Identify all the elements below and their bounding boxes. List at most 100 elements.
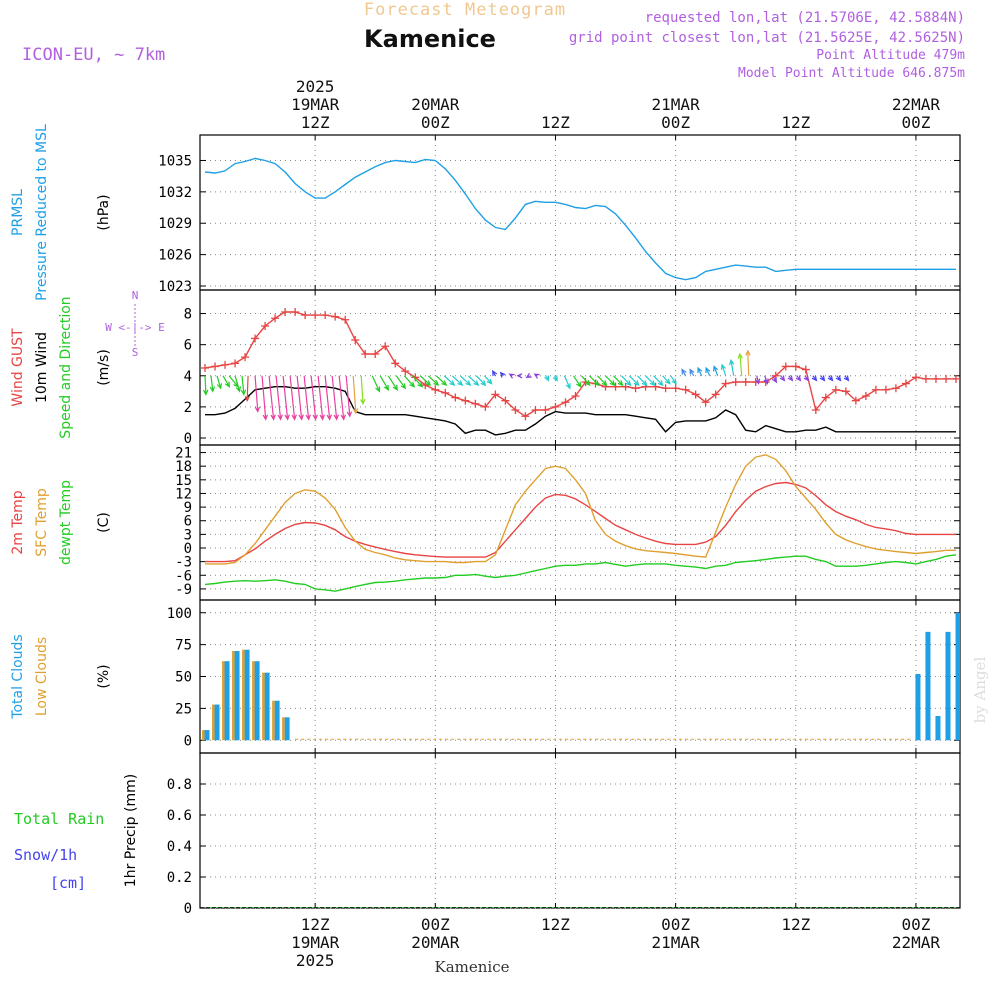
y-tick-label: 15 <box>175 473 192 489</box>
bar-low-clouds <box>272 700 275 741</box>
wind-arrow <box>435 375 448 387</box>
panel-pressure: 1023 1026 1029 1032 1035 PRMSL Pressure Reduce… <box>10 124 961 301</box>
wind-arrow <box>779 375 786 382</box>
bottom-axis-label: 12Z <box>541 915 570 934</box>
series-line-prmsl <box>204 157 956 281</box>
series-line-wind-gust <box>204 311 956 418</box>
wind-arrow <box>240 375 247 396</box>
wind-arrow <box>621 375 632 387</box>
top-axis-label: 00Z <box>421 113 450 132</box>
y-tick-label: 1023 <box>158 279 192 295</box>
panel-label-1-2: Speed and Direction <box>58 296 74 438</box>
wind-arrow <box>275 375 283 421</box>
gust-marker <box>401 367 410 376</box>
wind-arrow <box>395 375 407 390</box>
wind-arrow <box>317 375 325 421</box>
bar-low-clouds <box>202 730 205 741</box>
wind-arrow <box>483 375 493 385</box>
y-tick-label: 0 <box>184 541 192 557</box>
top-axis-label: 19MAR <box>291 95 340 114</box>
gust-marker <box>371 350 380 358</box>
gust-marker <box>301 311 310 320</box>
wind-arrow <box>525 372 532 379</box>
bar-total-clouds <box>925 631 931 741</box>
panel-label-0-0: PRMSL <box>10 189 26 236</box>
gust-marker <box>911 373 920 382</box>
gust-marker <box>411 373 420 382</box>
bar-total-clouds <box>915 673 921 741</box>
wind-arrow <box>202 375 209 396</box>
gust-marker <box>831 385 840 394</box>
wind-arrow <box>427 375 440 387</box>
gust-marker <box>731 378 740 386</box>
plot-area <box>201 308 960 436</box>
panel-label-4-1: Snow/1h <box>14 846 77 864</box>
top-axis-label: 12Z <box>541 113 570 132</box>
wind-arrow <box>419 375 432 387</box>
compass-north: N <box>132 289 139 302</box>
y-tick-label: 12 <box>175 486 192 502</box>
y-axis-label: (%) <box>96 664 112 688</box>
wind-arrow <box>737 352 743 376</box>
wind-arrow <box>763 375 769 385</box>
y-tick-label: 1035 <box>158 153 192 169</box>
wind-arrow <box>681 368 687 377</box>
panel-frame <box>199 752 961 909</box>
bar-total-clouds <box>234 651 240 741</box>
gust-marker <box>431 385 440 394</box>
wind-arrow <box>234 375 241 393</box>
y-tick-label: 0.4 <box>167 839 192 855</box>
bar-low-clouds <box>232 651 235 741</box>
top-axis-label: 12Z <box>301 113 330 132</box>
y-tick-label: 0.2 <box>167 870 192 886</box>
y-axis-label: (m/s) <box>96 349 112 386</box>
bottom-axis-label: 21MAR <box>652 933 701 952</box>
bar-total-clouds <box>959 642 960 741</box>
gust-marker <box>321 311 330 320</box>
wind-arrow <box>216 375 223 390</box>
wind-arrow <box>282 375 290 421</box>
bottom-axis-label: 00Z <box>901 915 930 934</box>
bar-low-clouds <box>212 704 215 741</box>
wind-arrow <box>261 375 269 421</box>
bottom-axis-label: 00Z <box>661 915 690 934</box>
y-tick-label: 0.8 <box>167 777 192 793</box>
forecast-meteogram-title: Forecast Meteogram <box>364 0 566 20</box>
wind-arrow <box>754 375 761 385</box>
bar-low-clouds <box>262 672 265 741</box>
wind-arrow <box>689 368 695 377</box>
y-axis-label: (hPa) <box>96 194 112 230</box>
gust-marker <box>241 353 250 362</box>
gust-marker <box>671 384 680 393</box>
wind-arrow <box>827 375 834 382</box>
wind-arrow <box>371 375 381 393</box>
bar-total-clouds <box>254 661 260 741</box>
y-tick-label: -9 <box>175 582 192 598</box>
gust-marker <box>921 374 930 383</box>
wind-arrow <box>670 375 677 385</box>
wind-arrow <box>597 375 608 387</box>
bottom-axis-label: 12Z <box>301 915 330 934</box>
wind-arrow <box>451 375 464 387</box>
wind-arrow <box>508 373 515 379</box>
wind-arrow <box>811 375 818 382</box>
bar-total-clouds <box>945 631 951 741</box>
bar-total-clouds <box>955 612 960 741</box>
series-line-dewpt-temp <box>204 554 957 592</box>
wind-arrow <box>803 375 810 382</box>
y-tick-label: 9 <box>184 500 192 516</box>
compass-icon: N W <-|-> E S <box>105 289 165 359</box>
bar-total-clouds <box>204 730 210 741</box>
bar-total-clouds <box>264 672 270 741</box>
wind-arrow <box>629 375 640 387</box>
wind-arrow <box>303 375 311 421</box>
top-axis-label: 21MAR <box>652 95 701 114</box>
y-tick-label: 1029 <box>158 216 192 232</box>
footer-location: Kamenice <box>435 958 510 976</box>
wind-arrow <box>819 375 826 382</box>
panel-label-3-1: Low Clouds <box>34 637 50 716</box>
wind-arrow <box>705 366 711 377</box>
y-axis-label: 1hr Precip (mm) <box>123 774 139 887</box>
gust-marker <box>781 362 790 371</box>
